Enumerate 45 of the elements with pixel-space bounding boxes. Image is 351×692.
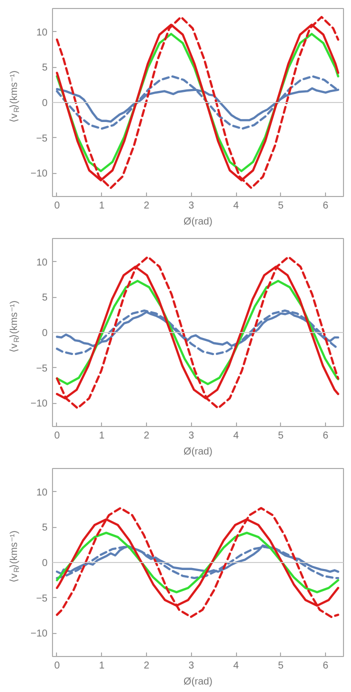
x-tick-label: 1 <box>98 200 105 212</box>
line-series <box>56 309 340 356</box>
x-tick-label: 5 <box>278 660 284 672</box>
x-tick-label: 5 <box>278 430 284 442</box>
x-axis-title: Ø(rad) <box>184 446 212 458</box>
y-tick-label: 0 <box>42 558 48 569</box>
y-tick-label: −10 <box>30 628 48 640</box>
y-tick-label: −5 <box>36 593 48 604</box>
y-tick-label: 0 <box>42 98 48 109</box>
x-tick-label: 3 <box>188 430 195 442</box>
x-tick-label: 1 <box>98 430 105 442</box>
x-tick-label: 2 <box>144 200 150 212</box>
y-tick-label: 5 <box>42 62 48 74</box>
x-tick-label: 4 <box>233 660 240 672</box>
y-tick-label: 10 <box>36 487 48 498</box>
x-tick-label: 4 <box>233 430 240 442</box>
y-tick-label: −5 <box>36 363 48 374</box>
x-tick-label: 4 <box>233 200 240 212</box>
line-series <box>56 546 340 580</box>
x-tick-label: 6 <box>322 200 329 212</box>
y-tick-label: 5 <box>42 292 48 304</box>
x-tick-label: 0 <box>54 430 60 442</box>
line-series <box>56 506 340 618</box>
x-axis-title: Ø(rad) <box>184 676 212 688</box>
x-tick-label: 2 <box>144 430 150 442</box>
x-tick-label: 0 <box>54 660 60 672</box>
x-tick-label: 1 <box>98 660 105 672</box>
y-tick-label: 5 <box>42 522 48 534</box>
x-tick-label: 6 <box>322 430 329 442</box>
x-axis-title: Ø(rad) <box>184 216 212 228</box>
y-tick-label: 0 <box>42 328 48 339</box>
y-tick-label: 10 <box>36 27 48 38</box>
x-tick-label: 0 <box>54 200 60 212</box>
x-tick-label: 2 <box>144 660 150 672</box>
y-tick-label: −5 <box>36 133 48 144</box>
x-tick-label: 3 <box>188 660 195 672</box>
x-tick-label: 3 <box>188 200 195 212</box>
line-series <box>56 532 340 594</box>
x-tick-label: 6 <box>322 660 329 672</box>
line-series <box>56 544 340 575</box>
y-tick-label: 10 <box>36 257 48 268</box>
y-tick-label: −10 <box>30 398 48 410</box>
line-series <box>56 280 340 386</box>
y-tick-label: −10 <box>30 168 48 180</box>
x-tick-label: 5 <box>278 200 284 212</box>
